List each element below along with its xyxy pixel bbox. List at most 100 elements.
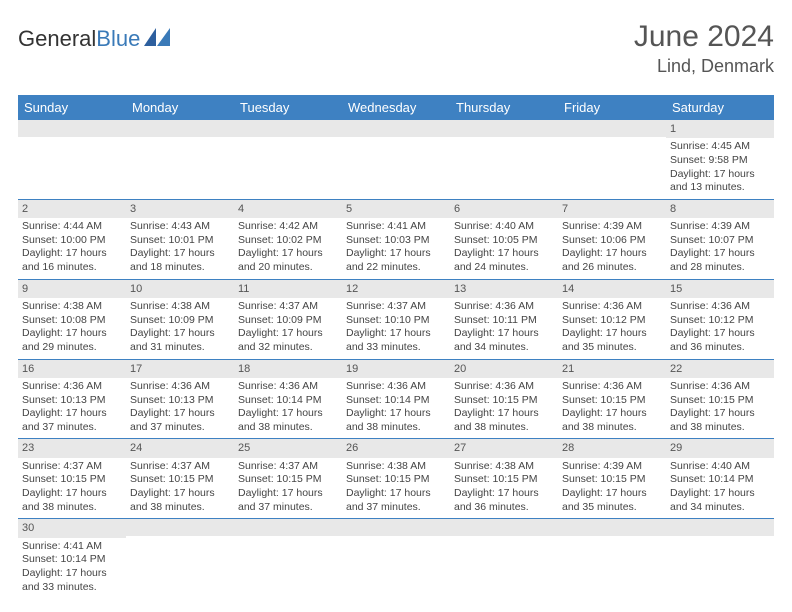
day-number: [342, 519, 450, 536]
day-line: and 38 minutes.: [346, 421, 446, 435]
day-cell: 18Sunrise: 4:36 AMSunset: 10:14 PMDaylig…: [234, 359, 342, 439]
day-line: Sunset: 10:07 PM: [670, 234, 770, 248]
day-number: 25: [234, 439, 342, 457]
day-number: 24: [126, 439, 234, 457]
day-line: Sunrise: 4:36 AM: [238, 380, 338, 394]
day-line: and 36 minutes.: [454, 501, 554, 515]
day-line: Sunset: 10:15 PM: [454, 394, 554, 408]
brand-part1: General: [18, 26, 96, 52]
day-cell: 1Sunrise: 4:45 AMSunset: 9:58 PMDaylight…: [666, 120, 774, 199]
day-number: 16: [18, 360, 126, 378]
day-cell: 26Sunrise: 4:38 AMSunset: 10:15 PMDaylig…: [342, 439, 450, 519]
day-number: 6: [450, 200, 558, 218]
day-line: Sunrise: 4:37 AM: [238, 300, 338, 314]
day-line: Daylight: 17 hours: [454, 487, 554, 501]
day-number: 20: [450, 360, 558, 378]
day-line: Sunset: 10:11 PM: [454, 314, 554, 328]
day-line: Sunset: 10:14 PM: [238, 394, 338, 408]
day-cell: 10Sunrise: 4:38 AMSunset: 10:09 PMDaylig…: [126, 279, 234, 359]
day-cell: 27Sunrise: 4:38 AMSunset: 10:15 PMDaylig…: [450, 439, 558, 519]
day-number: [126, 519, 234, 536]
day-line: Daylight: 17 hours: [130, 247, 230, 261]
day-line: and 13 minutes.: [670, 181, 770, 195]
day-header-row: Sunday Monday Tuesday Wednesday Thursday…: [18, 95, 774, 120]
day-line: and 37 minutes.: [22, 421, 122, 435]
day-line: and 29 minutes.: [22, 341, 122, 355]
day-line: Daylight: 17 hours: [346, 327, 446, 341]
day-line: and 22 minutes.: [346, 261, 446, 275]
day-line: Sunset: 10:15 PM: [562, 394, 662, 408]
day-number: [342, 120, 450, 137]
day-line: Sunrise: 4:37 AM: [130, 460, 230, 474]
week-row: 23Sunrise: 4:37 AMSunset: 10:15 PMDaylig…: [18, 439, 774, 519]
day-line: Sunset: 10:15 PM: [22, 473, 122, 487]
day-header-sun: Sunday: [18, 95, 126, 120]
day-cell: [126, 519, 234, 598]
day-number: [558, 120, 666, 137]
day-line: Sunrise: 4:36 AM: [562, 380, 662, 394]
day-line: Daylight: 17 hours: [238, 327, 338, 341]
day-line: and 33 minutes.: [346, 341, 446, 355]
day-line: and 35 minutes.: [562, 501, 662, 515]
calendar-body: 1Sunrise: 4:45 AMSunset: 9:58 PMDaylight…: [18, 120, 774, 598]
day-line: and 16 minutes.: [22, 261, 122, 275]
day-line: and 33 minutes.: [22, 581, 122, 595]
day-cell: 24 Sunrise: 4:37 AMSunset: 10:15 PMDaylig…: [126, 439, 234, 519]
header: General Blue June 2024 Lind, Denmark: [18, 20, 774, 77]
day-cell: [666, 519, 774, 598]
day-cell: 21Sunrise: 4:36 AMSunset: 10:15 PMDaylig…: [558, 359, 666, 439]
day-line: Sunrise: 4:37 AM: [346, 300, 446, 314]
brand-part2: Blue: [96, 26, 140, 52]
day-line: and 26 minutes.: [562, 261, 662, 275]
day-line: Daylight: 17 hours: [22, 567, 122, 581]
day-line: Sunrise: 4:40 AM: [454, 220, 554, 234]
day-line: Sunset: 10:15 PM: [130, 473, 230, 487]
day-number: 27: [450, 439, 558, 457]
day-line: Sunrise: 4:42 AM: [238, 220, 338, 234]
day-line: Daylight: 17 hours: [22, 487, 122, 501]
day-line: and 37 minutes.: [238, 501, 338, 515]
day-number: 29: [666, 439, 774, 457]
day-line: Sunset: 10:02 PM: [238, 234, 338, 248]
day-line: Sunrise: 4:38 AM: [346, 460, 446, 474]
flag-icon: [144, 28, 170, 51]
day-line: Daylight: 17 hours: [130, 487, 230, 501]
day-line: Daylight: 17 hours: [562, 487, 662, 501]
day-line: Sunset: 10:15 PM: [562, 473, 662, 487]
day-line: Daylight: 17 hours: [22, 407, 122, 421]
day-line: Sunset: 10:01 PM: [130, 234, 230, 248]
location: Lind, Denmark: [634, 56, 774, 77]
day-line: Sunrise: 4:44 AM: [22, 220, 122, 234]
day-number: [234, 519, 342, 536]
day-line: Daylight: 17 hours: [562, 247, 662, 261]
brand-logo: General Blue: [18, 26, 170, 52]
day-cell: 8Sunrise: 4:39 AMSunset: 10:07 PMDayligh…: [666, 199, 774, 279]
day-line: Sunset: 10:12 PM: [670, 314, 770, 328]
day-line: Daylight: 17 hours: [670, 168, 770, 182]
day-line: Sunrise: 4:36 AM: [454, 300, 554, 314]
day-line: Daylight: 17 hours: [670, 407, 770, 421]
day-line: Sunset: 10:15 PM: [454, 473, 554, 487]
day-number: [450, 519, 558, 536]
day-cell: 2Sunrise: 4:44 AMSunset: 10:00 PMDayligh…: [18, 199, 126, 279]
day-number: 11: [234, 280, 342, 298]
day-line: Daylight: 17 hours: [670, 247, 770, 261]
day-line: Daylight: 17 hours: [346, 247, 446, 261]
day-number: 22: [666, 360, 774, 378]
day-cell: [234, 519, 342, 598]
day-cell: 14Sunrise: 4:36 AMSunset: 10:12 PMDaylig…: [558, 279, 666, 359]
day-number: [18, 120, 126, 137]
day-line: Sunset: 10:13 PM: [22, 394, 122, 408]
day-line: and 38 minutes.: [22, 501, 122, 515]
day-cell: 4Sunrise: 4:42 AMSunset: 10:02 PMDayligh…: [234, 199, 342, 279]
day-line: and 35 minutes.: [562, 341, 662, 355]
day-cell: 30Sunrise: 4:41 AMSunset: 10:14 PMDaylig…: [18, 519, 126, 598]
day-number: 12: [342, 280, 450, 298]
day-line: Daylight: 17 hours: [562, 327, 662, 341]
day-number: 23: [18, 439, 126, 457]
day-line: and 37 minutes.: [346, 501, 446, 515]
day-line: Sunset: 9:58 PM: [670, 154, 770, 168]
day-line: Daylight: 17 hours: [238, 407, 338, 421]
day-number: 26: [342, 439, 450, 457]
day-line: Sunrise: 4:36 AM: [22, 380, 122, 394]
